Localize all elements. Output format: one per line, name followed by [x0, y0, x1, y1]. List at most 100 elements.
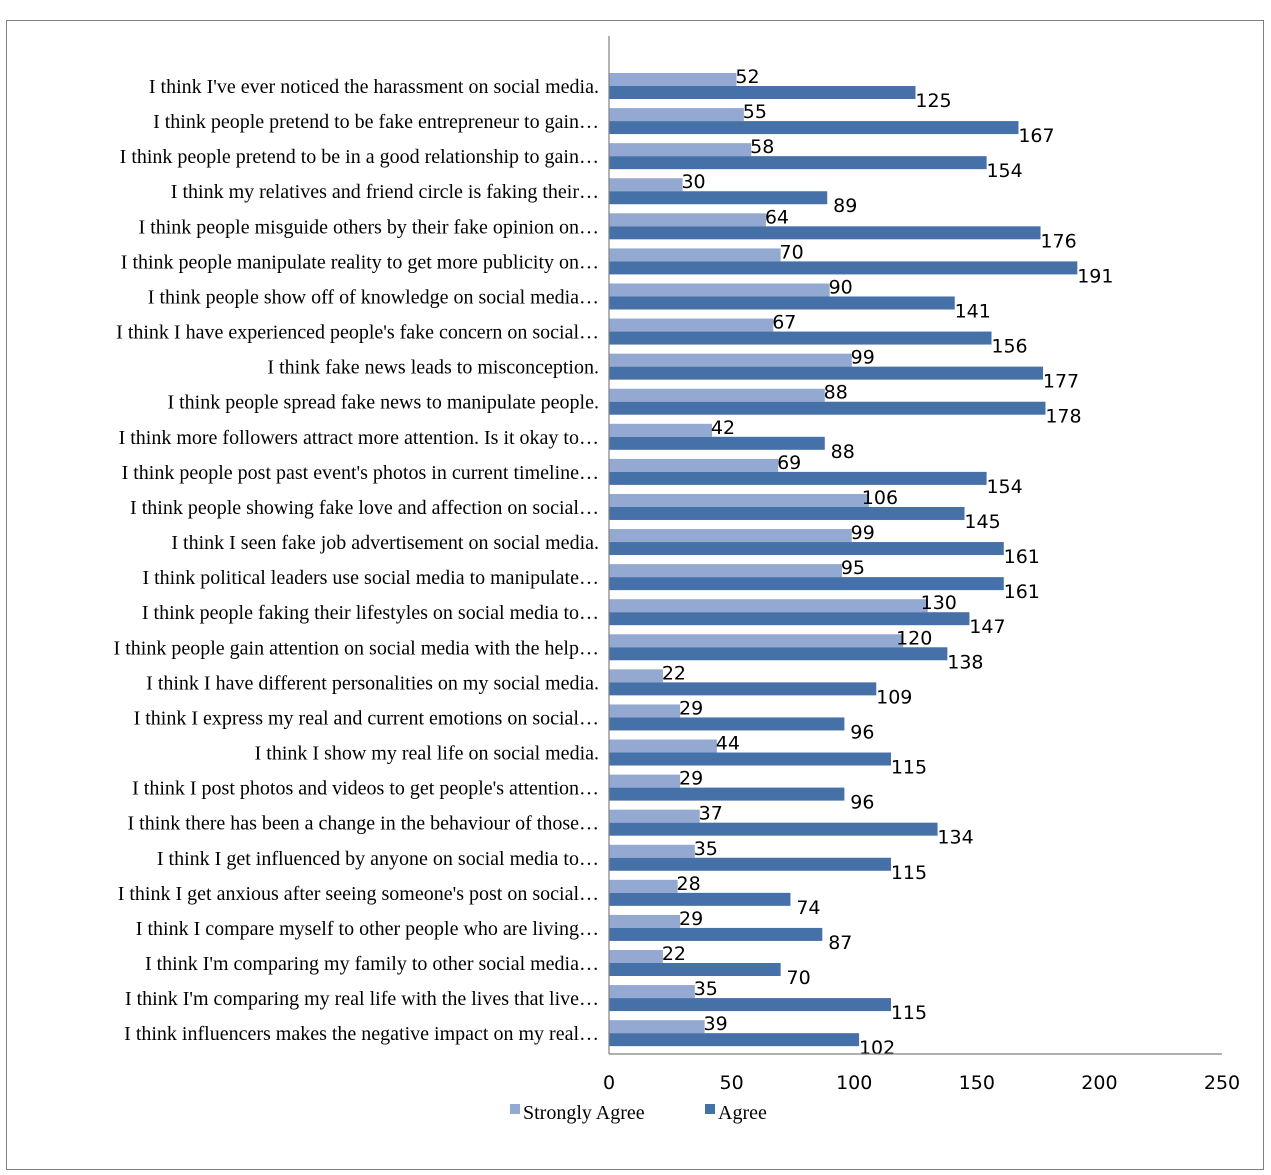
- bar-strongly-agree: [609, 774, 681, 788]
- value-label-strongly-agree: 130: [921, 592, 957, 614]
- bar-strongly-agree: [609, 423, 712, 437]
- value-label-strongly-agree: 88: [824, 382, 848, 404]
- bar-strongly-agree: [609, 879, 678, 893]
- bar-strongly-agree: [609, 318, 774, 332]
- value-label-strongly-agree: 70: [780, 241, 804, 263]
- value-label-strongly-agree: 44: [716, 733, 740, 755]
- legend-label-strongly-agree: Strongly Agree: [523, 1102, 645, 1124]
- value-label-agree: 88: [831, 441, 855, 463]
- bar-strongly-agree: [609, 283, 830, 297]
- value-label-agree: 141: [955, 300, 991, 322]
- bar-agree: [609, 1033, 860, 1047]
- legend-label-agree: Agree: [718, 1102, 767, 1124]
- category-label: I think my relatives and friend circle i…: [171, 181, 599, 203]
- value-label-agree: 115: [891, 757, 927, 779]
- bar-agree: [609, 752, 891, 766]
- category-label: I think I post photos and videos to get …: [132, 778, 599, 800]
- value-label-strongly-agree: 22: [662, 943, 686, 965]
- bar-agree: [609, 401, 1046, 415]
- category-label: I think people pretend to be fake entrep…: [153, 111, 599, 133]
- bar-strongly-agree: [609, 564, 842, 578]
- value-label-strongly-agree: 29: [679, 697, 703, 719]
- category-label: I think I seen fake job advertisement on…: [171, 532, 599, 554]
- x-tick-label: 0: [603, 1072, 615, 1094]
- category-label: I think influencers makes the negative i…: [124, 1023, 599, 1045]
- bar-agree: [609, 436, 825, 450]
- bar-strongly-agree: [609, 108, 744, 122]
- category-label: I think people misguide others by their …: [139, 216, 599, 238]
- bar-strongly-agree: [609, 669, 663, 683]
- x-tick-labels: 0 50 100 150 200 250: [603, 1072, 1240, 1094]
- value-label-strongly-agree: 90: [829, 276, 853, 298]
- value-label-strongly-agree: 95: [841, 557, 865, 579]
- bar-agree: [609, 857, 891, 871]
- category-label: I think political leaders use social med…: [142, 567, 599, 589]
- bar-agree: [609, 577, 1004, 591]
- value-label-strongly-agree: 99: [851, 522, 875, 544]
- bar-agree: [609, 471, 987, 485]
- value-label-strongly-agree: 58: [750, 136, 774, 158]
- value-label-strongly-agree: 35: [694, 978, 718, 1000]
- bar-agree: [609, 226, 1041, 240]
- bar-strongly-agree: [609, 634, 904, 648]
- bar-agree: [609, 331, 992, 345]
- category-label: I think people faking their lifestyles o…: [142, 602, 599, 624]
- value-label-strongly-agree: 35: [694, 838, 718, 860]
- category-label: I think I express my real and current em…: [134, 707, 599, 729]
- value-label-strongly-agree: 106: [862, 487, 898, 509]
- bar-agree: [609, 647, 948, 661]
- value-label-agree: 156: [991, 336, 1027, 358]
- category-label: I think people showing fake love and aff…: [130, 497, 599, 519]
- value-label-strongly-agree: 120: [896, 627, 932, 649]
- category-label: I think people manipulate reality to get…: [121, 251, 599, 273]
- bar-agree: [609, 191, 828, 205]
- category-label: I think there has been a change in the b…: [127, 813, 599, 835]
- bar-agree: [609, 682, 877, 696]
- category-label: I think I have different personalities o…: [146, 672, 599, 694]
- value-label-agree: 74: [796, 897, 820, 919]
- bar-agree: [609, 892, 791, 906]
- value-label-agree: 145: [964, 511, 1000, 533]
- category-label: I think people gain attention on social …: [114, 637, 599, 659]
- bar-agree: [609, 542, 1004, 556]
- value-label-strongly-agree: 99: [851, 347, 875, 369]
- bar-strongly-agree: [609, 844, 695, 858]
- value-label-agree: 115: [891, 1002, 927, 1024]
- bar-strongly-agree: [609, 458, 779, 472]
- category-label: I think I'm comparing my family to other…: [145, 953, 599, 975]
- bar-strongly-agree: [609, 213, 766, 227]
- bar-strongly-agree: [609, 985, 695, 999]
- value-label-agree: 191: [1077, 265, 1113, 287]
- x-tick-label: 250: [1204, 1072, 1240, 1094]
- value-label-agree: 177: [1043, 371, 1079, 393]
- value-label-agree: 167: [1018, 125, 1054, 147]
- category-label: I think I've ever noticed the harassment…: [149, 76, 599, 98]
- bar-agree: [609, 121, 1019, 135]
- bar-agree: [609, 366, 1044, 380]
- bar-agree: [609, 998, 891, 1012]
- bar-agree: [609, 787, 845, 801]
- bar-agree: [609, 156, 987, 170]
- value-label-strongly-agree: 67: [772, 312, 796, 334]
- bar-strongly-agree: [609, 950, 663, 963]
- bars-layer: [609, 73, 1078, 1047]
- value-label-agree: 70: [787, 967, 811, 989]
- value-label-agree: 154: [986, 160, 1022, 182]
- value-label-strongly-agree: 69: [777, 452, 801, 474]
- value-label-strongly-agree: 52: [735, 66, 759, 88]
- category-label: I think people spread fake news to manip…: [167, 392, 599, 414]
- bar-strongly-agree: [609, 809, 700, 823]
- value-label-agree: 87: [828, 932, 852, 954]
- value-label-strongly-agree: 39: [704, 1013, 728, 1035]
- value-label-agree: 109: [876, 686, 912, 708]
- bar-strongly-agree: [609, 1020, 705, 1034]
- bar-agree: [609, 296, 955, 310]
- legend: Strongly Agree Agree: [510, 1102, 767, 1124]
- value-label-strongly-agree: 42: [711, 417, 735, 439]
- bar-agree: [609, 963, 781, 976]
- value-label-strongly-agree: 29: [679, 908, 703, 930]
- value-label-strongly-agree: 55: [743, 101, 767, 123]
- category-label: I think fake news leads to misconception…: [267, 357, 599, 379]
- value-label-agree: 161: [1004, 546, 1040, 568]
